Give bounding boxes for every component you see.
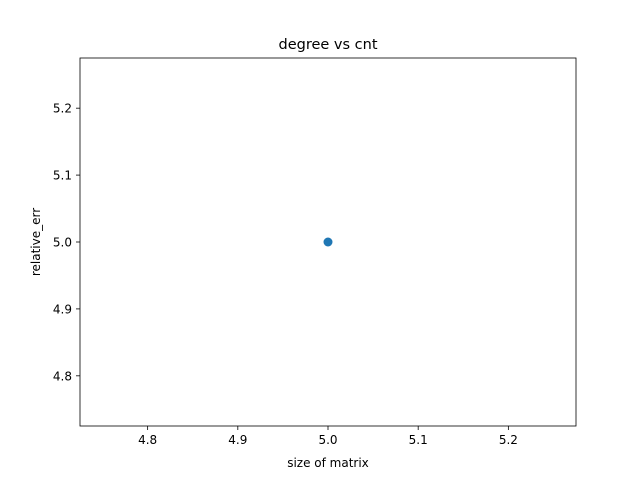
chart-title: degree vs cnt: [278, 37, 377, 53]
y-tick-label: 5.1: [53, 169, 72, 183]
y-tick-label: 5.0: [53, 236, 72, 250]
y-tick-label: 4.9: [53, 302, 72, 316]
x-axis-label: size of matrix: [287, 456, 369, 470]
y-tick-label: 5.2: [53, 102, 72, 116]
y-tick-label: 4.8: [53, 369, 72, 383]
x-tick-label: 5.1: [409, 433, 428, 447]
x-tick-label: 4.9: [228, 433, 247, 447]
plot-area: 4.8 4.9 5.0 5.1 5.2 4.8 4.9 5.0 5.1 5.2: [53, 57, 577, 447]
x-tick-label: 4.8: [138, 433, 157, 447]
y-axis-label: relative_err: [29, 208, 43, 276]
x-tick-label: 5.2: [499, 433, 518, 447]
x-tick-label: 5.0: [318, 433, 337, 447]
axes-frame: [79, 57, 577, 427]
data-point: [323, 237, 333, 247]
